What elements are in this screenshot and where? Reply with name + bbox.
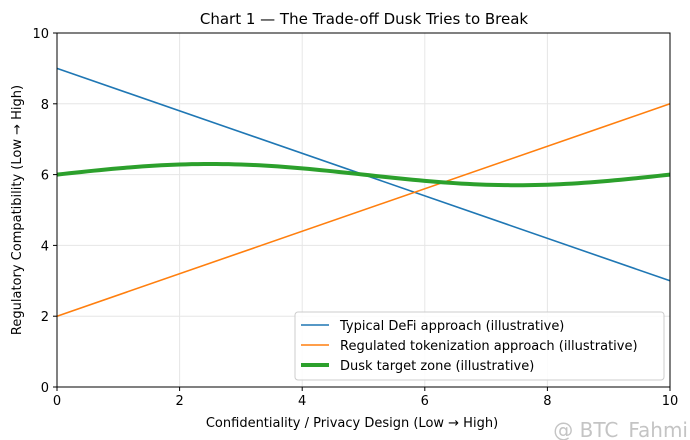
legend: Typical DeFi approach (illustrative) Regu… xyxy=(294,311,665,381)
legend-entry: Regulated tokenization approach (illustr… xyxy=(340,339,638,354)
x-tick-label: 0 xyxy=(53,394,61,409)
x-tick-label: 6 xyxy=(421,394,429,409)
x-tick-label: 2 xyxy=(175,394,183,409)
y-tick-label: 0 xyxy=(41,381,49,396)
plot-frame xyxy=(56,32,671,388)
x-axis-label: Confidentiality / Privacy Design (Low → … xyxy=(206,416,498,431)
y-tick-label: 10 xyxy=(32,27,49,42)
y-tick-label: 8 xyxy=(41,98,49,113)
legend-entry: Dusk target zone (illustrative) xyxy=(340,359,534,374)
watermark: @ BTC_Fahmi xyxy=(553,418,688,440)
y-tick-label: 4 xyxy=(41,239,49,254)
series-line-3 xyxy=(56,161,671,188)
x-tick-label: 8 xyxy=(543,394,551,409)
y-tick-label: 2 xyxy=(41,310,49,325)
y-tick-label: 6 xyxy=(41,169,49,184)
series-line-2 xyxy=(56,103,671,317)
y-axis-label: Regulatory Compatibility (Low → High) xyxy=(10,85,25,335)
x-tick-label: 10 xyxy=(662,394,679,409)
chart-title: Chart 1 — The Trade-off Dusk Tries to Br… xyxy=(200,10,529,28)
legend-box xyxy=(294,311,665,381)
x-tick-label: 4 xyxy=(298,394,306,409)
legend-entry: Typical DeFi approach (illustrative) xyxy=(339,319,564,334)
